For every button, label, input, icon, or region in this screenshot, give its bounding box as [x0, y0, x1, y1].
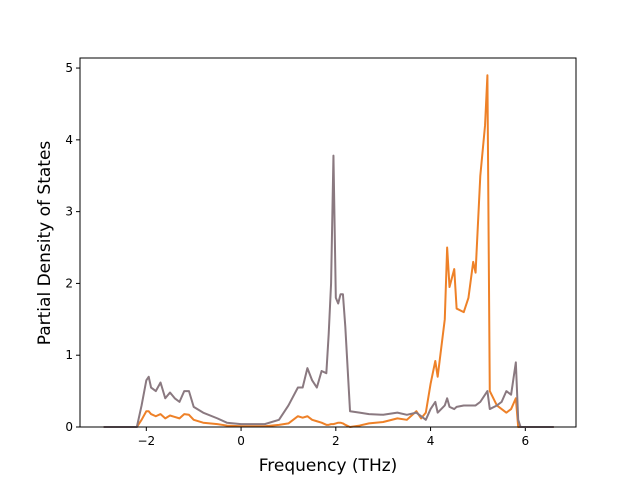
y-axis-label: Partial Density of States — [35, 141, 55, 346]
y-tick-label: 5 — [65, 61, 73, 75]
y-tick-label: 0 — [65, 420, 73, 434]
series-line — [103, 154, 554, 428]
x-tick-label: 6 — [521, 434, 529, 448]
y-tick-label: 1 — [65, 348, 73, 362]
y-tick-label: 3 — [65, 205, 73, 219]
x-tick-label: 4 — [427, 434, 435, 448]
x-axis-label: Frequency (THz) — [259, 456, 398, 476]
plot-frame — [79, 57, 577, 428]
y-tick-label: 2 — [65, 276, 73, 290]
x-tick-label: 2 — [332, 434, 340, 448]
x-tick-label: 0 — [237, 434, 245, 448]
y-tick-label: 4 — [65, 133, 73, 147]
x-tick-label: −2 — [137, 434, 155, 448]
series-line — [103, 74, 554, 428]
